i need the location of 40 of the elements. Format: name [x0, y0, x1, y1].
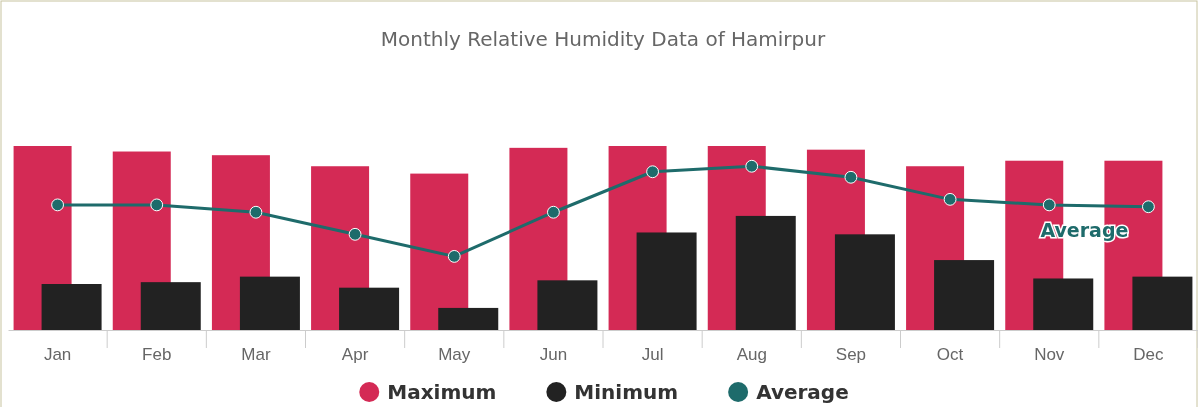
- point: [646, 165, 659, 179]
- point: [1142, 200, 1155, 214]
- point: [51, 198, 64, 212]
- x-tick-label: Sep: [835, 345, 867, 365]
- x-tick-label: Nov: [1034, 345, 1065, 365]
- bar: [438, 307, 499, 330]
- x-tick-label: Oct: [936, 345, 964, 365]
- bar: [834, 234, 895, 330]
- legend-label: Average: [756, 380, 849, 404]
- x-tick-label: Jan: [43, 345, 72, 365]
- bar: [636, 232, 697, 330]
- point: [447, 249, 461, 263]
- x-tick-label: Jun: [539, 345, 568, 365]
- bar: [934, 260, 995, 330]
- x-tick-label: Mar: [241, 345, 271, 365]
- x-tick-label: May: [438, 345, 471, 365]
- x-tick-label: Apr: [341, 345, 369, 365]
- bar: [339, 287, 400, 330]
- point: [844, 170, 858, 184]
- point: [348, 227, 362, 241]
- point: [1042, 198, 1056, 212]
- chart-title: Monthly Relative Humidity Data of Hamirpur: [380, 27, 826, 51]
- bar: [140, 282, 201, 330]
- point: [150, 198, 164, 212]
- x-tick-label: Feb: [142, 345, 172, 365]
- bar: [1033, 278, 1094, 330]
- bar: [735, 215, 796, 330]
- point: [249, 205, 263, 219]
- legend-label: Minimum: [574, 380, 679, 404]
- point: [745, 159, 759, 173]
- bar: [1132, 276, 1193, 330]
- point: [547, 205, 560, 219]
- bar: [41, 284, 102, 330]
- x-tick-label: Aug: [736, 345, 767, 365]
- x-tick-label: Jul: [641, 345, 664, 365]
- bar: [239, 276, 300, 330]
- point: [943, 192, 957, 206]
- legend-label: Maximum: [387, 380, 497, 404]
- bar: [537, 280, 598, 330]
- x-tick-label: Dec: [1133, 345, 1165, 365]
